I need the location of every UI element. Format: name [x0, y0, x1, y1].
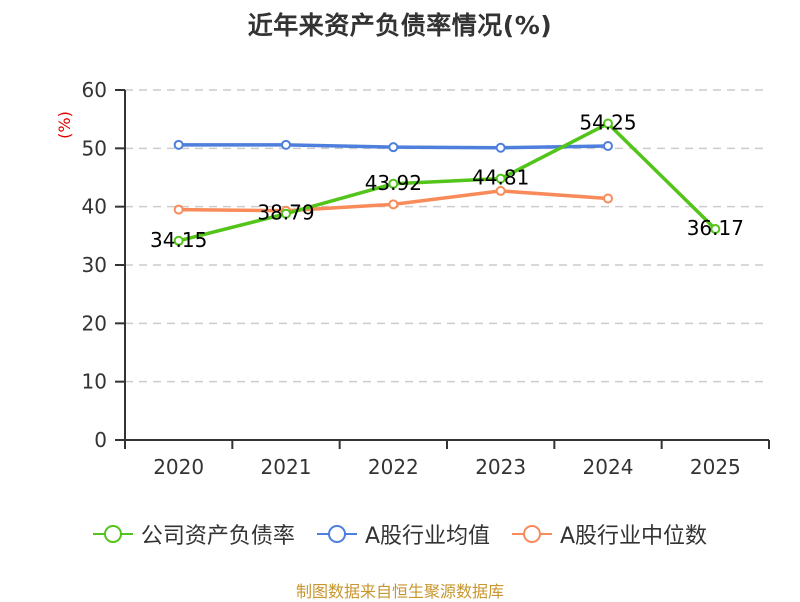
y-tick-label: 30	[82, 253, 107, 277]
y-tick-label: 50	[82, 136, 107, 160]
axes: 0 10 20 30 40 50 60 2020 2021 2022 2023 2024 2025	[82, 78, 770, 479]
legend: 公司资产负债率 A股行业均值 A股行业中位数	[0, 518, 800, 550]
x-tick-label: 2022	[368, 455, 419, 479]
x-tick-label: 2024	[583, 455, 634, 479]
data-point[interactable]	[495, 142, 506, 153]
legend-label: A股行业中位数	[560, 524, 708, 549]
y-tick-label: 40	[82, 195, 107, 219]
x-tick-label: 2021	[261, 455, 312, 479]
data-point[interactable]	[495, 185, 506, 196]
gridlines	[125, 89, 769, 383]
y-tick-label: 60	[82, 78, 107, 102]
circle-line-icon	[92, 525, 133, 543]
x-tick-label: 2020	[153, 455, 204, 479]
y-tick-label: 10	[82, 370, 107, 394]
data-label: 36.17	[687, 216, 744, 240]
data-label: 34.15	[150, 228, 207, 252]
data-point[interactable]	[173, 139, 184, 150]
data-labels: 34.15 38.79 43.92 44.81 54.25 36.17	[150, 111, 744, 252]
y-axis-unit: (%)	[55, 111, 74, 139]
circle-line-icon	[316, 525, 357, 543]
y-tick-label: 20	[82, 311, 107, 335]
series-lines	[173, 118, 721, 246]
legend-label: 公司资产负债率	[140, 524, 295, 549]
data-point[interactable]	[603, 193, 613, 204]
data-label: 38.79	[257, 201, 314, 225]
data-point[interactable]	[710, 224, 721, 235]
source-footer: 制图数据来自恒生聚源数据库	[295, 582, 504, 601]
data-point[interactable]	[388, 178, 399, 189]
data-point[interactable]	[281, 139, 291, 150]
y-tick-label: 0	[94, 428, 107, 452]
legend-item-industry-median[interactable]: A股行业中位数	[512, 518, 707, 550]
data-point[interactable]	[603, 141, 613, 151]
chart-title: 近年来资产负债率情况(%)	[247, 11, 553, 40]
data-point[interactable]	[173, 204, 184, 215]
circle-line-icon	[512, 525, 552, 543]
data-point[interactable]	[603, 118, 613, 129]
legend-item-industry-avg[interactable]: A股行业均值	[316, 518, 490, 550]
data-point[interactable]	[388, 142, 399, 153]
data-point[interactable]	[281, 208, 291, 219]
x-tick-label: 2023	[475, 455, 526, 479]
data-label: 43.92	[365, 171, 422, 195]
data-label: 54.25	[579, 111, 636, 135]
x-tick-label: 2025	[690, 455, 741, 479]
legend-item-company[interactable]: 公司资产负债率	[92, 518, 295, 550]
series-line	[178, 121, 717, 243]
legend-label: A股行业均值	[364, 524, 490, 549]
data-point[interactable]	[173, 235, 184, 246]
data-label: 44.81	[472, 166, 529, 190]
data-point[interactable]	[495, 173, 506, 184]
data-point[interactable]	[388, 199, 399, 210]
